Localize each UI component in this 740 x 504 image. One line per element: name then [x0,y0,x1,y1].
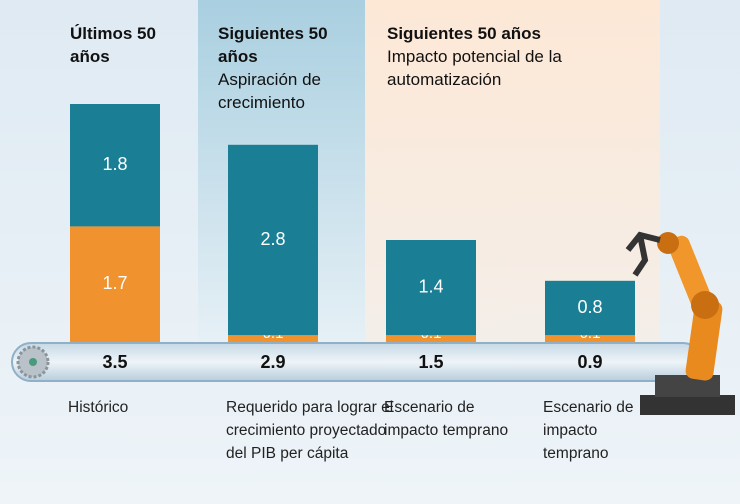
bar-segment [386,335,476,342]
group-subtitle: Impacto potencial de la automatización [387,47,562,89]
value-label: 1.7 [102,273,127,293]
bar-segment [386,240,476,336]
bar-segment [70,104,160,227]
value-label: 1.4 [418,276,443,296]
bar-segment [228,335,318,342]
value-label: 0.8 [577,297,602,317]
group-header: Siguientes 50 años Aspiración de crecimie… [218,22,353,114]
total-label: 3.5 [102,352,127,372]
group-header: Siguientes 50 años Impacto potencial de l… [387,22,597,91]
category-label: Escenario de impacto temprano [543,399,634,462]
bar-segment [545,335,635,342]
value-label: 2.8 [260,229,285,249]
category-label: Escenario de impacto temprano [384,399,509,439]
total-label: 0.9 [577,352,602,372]
group-header: Últimos 50 años [70,22,190,68]
total-label: 1.5 [418,352,443,372]
total-label: 2.9 [260,352,285,372]
value-label: 1.8 [102,154,127,174]
bar-segment [228,144,318,336]
group-title: Siguientes 50 años [387,24,541,43]
group-title: Últimos 50 años [70,24,156,66]
bar-segment [545,280,635,336]
category-label: Histórico [68,399,129,416]
group-subtitle: Aspiración de crecimiento [218,70,322,112]
category-label: Requerido para lograr el crecimiento pro… [226,399,394,462]
group-title: Siguientes 50 años [218,24,328,66]
gear-hub [29,358,37,366]
robot-arm [625,231,735,415]
bar-segment [70,226,160,342]
